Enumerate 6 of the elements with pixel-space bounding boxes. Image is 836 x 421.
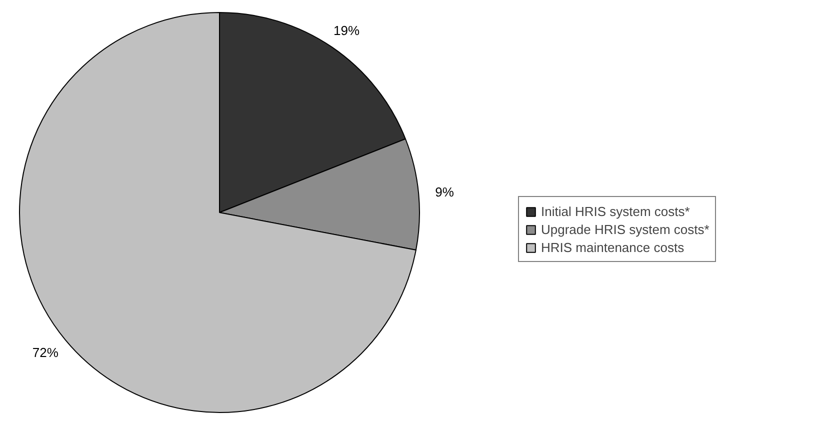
data-label: 9% (435, 184, 454, 200)
legend-label: Upgrade HRIS system costs* (541, 221, 710, 237)
data-label: 72% (32, 345, 59, 360)
legend-label: HRIS maintenance costs (541, 239, 684, 255)
data-label: 19% (334, 23, 360, 38)
legend-label: Initial HRIS system costs* (541, 203, 690, 219)
